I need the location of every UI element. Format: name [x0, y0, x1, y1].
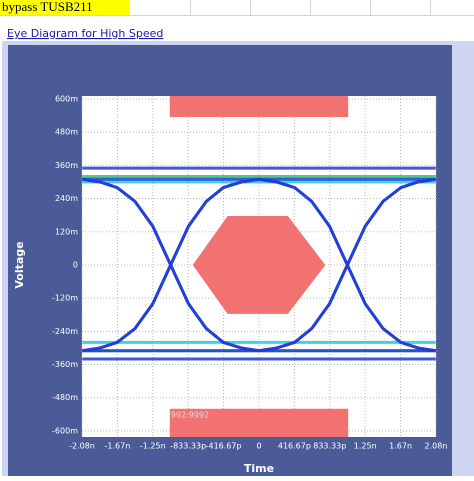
x-tick-label: 1.25n [354, 442, 377, 451]
y-tick-label: 120m [55, 227, 78, 236]
x-axis-title: Time [244, 462, 274, 475]
cell-text: bypass TUSB211 [2, 0, 93, 14]
x-tick-label: 0 [256, 442, 261, 451]
x-tick-label: 1.67n [389, 442, 412, 451]
trace [82, 177, 436, 353]
masks: 992:9992 [169, 96, 349, 437]
y-tick-label: -360m [52, 360, 78, 369]
trace [82, 177, 436, 353]
y-tick-label: -240m [52, 327, 78, 336]
mask-label: 992:9992 [171, 410, 209, 419]
mask-region [192, 216, 326, 314]
mask-region [169, 408, 349, 437]
x-tick-label: -1.25n [140, 442, 166, 451]
x-tick-label: -1.67n [105, 442, 131, 451]
traces [82, 166, 436, 361]
x-tick-label: -416.67p [206, 442, 242, 451]
chart-link[interactable]: Eye Diagram for High Speed [7, 27, 163, 40]
y-tick-label: 240m [55, 194, 78, 203]
x-tick-label: -833.33p [170, 442, 206, 451]
x-tick-label: -2.08n [69, 442, 95, 451]
sheet-grid [0, 0, 474, 16]
highlighted-cell[interactable] [0, 0, 130, 15]
y-tick-label: -120m [52, 294, 78, 303]
y-tick-label: -480m [52, 393, 78, 402]
y-tick-label: 360m [55, 161, 78, 170]
x-tick-label: 2.08n [425, 442, 448, 451]
x-tick-label: 416.67p [278, 442, 311, 451]
x-tick-label: 833.33p [313, 442, 346, 451]
y-tick-label: 600m [55, 95, 78, 104]
y-tick-label: 0 [73, 260, 78, 269]
mask-region [169, 96, 349, 118]
y-tick-label: -600m [52, 426, 78, 435]
y-axis-title: Voltage [13, 241, 26, 288]
y-tick-label: 480m [55, 128, 78, 137]
